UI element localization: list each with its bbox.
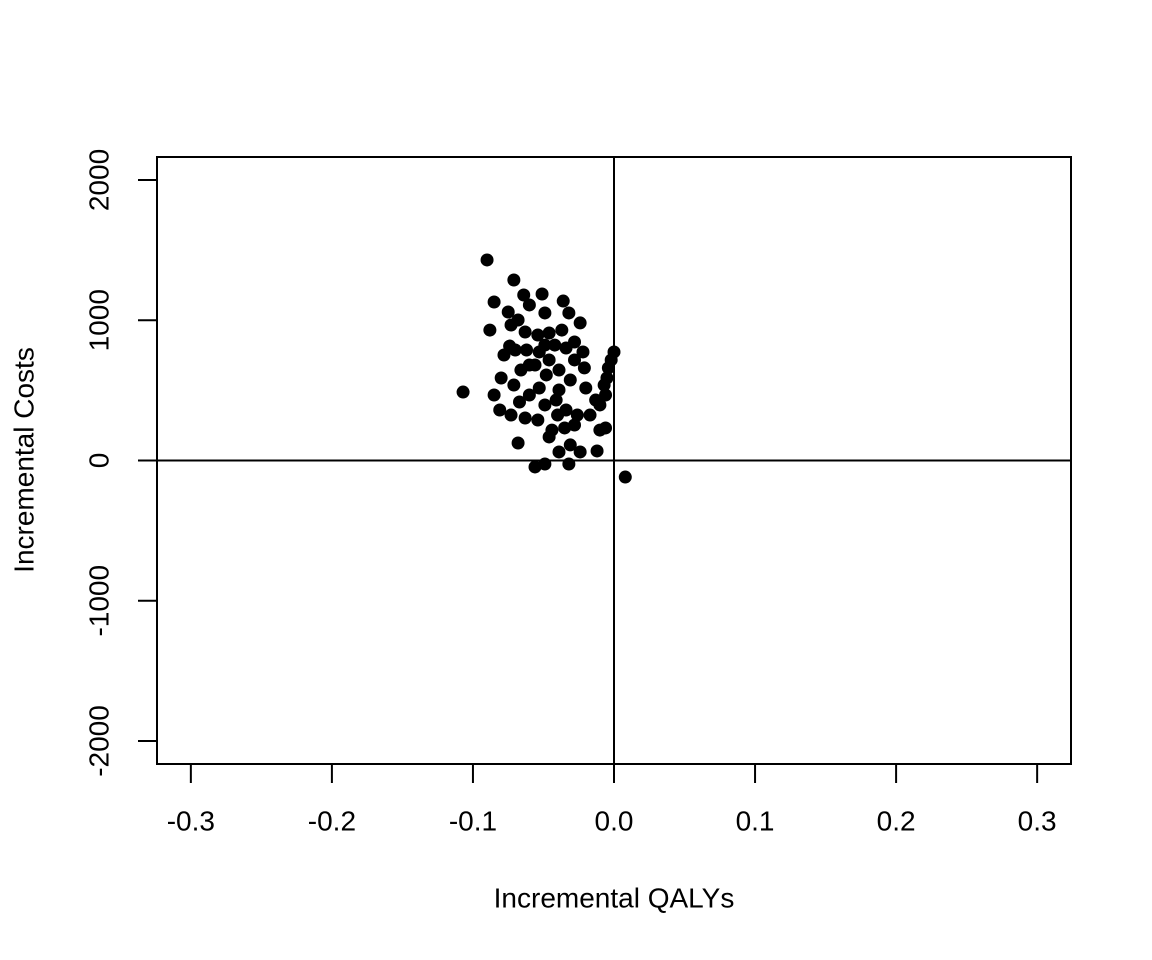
x-axis-label: Incremental QALYs — [494, 882, 735, 913]
point — [538, 306, 552, 320]
point — [538, 338, 552, 352]
point — [542, 353, 556, 367]
point — [593, 423, 607, 437]
point — [593, 398, 607, 412]
point — [568, 353, 582, 367]
point — [512, 395, 526, 409]
y-tick-label: 1000 — [83, 289, 114, 351]
point — [538, 398, 552, 412]
point — [539, 368, 553, 382]
point — [480, 253, 494, 267]
point — [522, 388, 536, 402]
point — [583, 408, 597, 422]
x-tick-label: 0.2 — [877, 805, 916, 836]
x-tick-label: 0.1 — [736, 805, 775, 836]
point — [559, 341, 573, 355]
point — [507, 273, 521, 287]
point — [551, 408, 565, 422]
point — [483, 323, 497, 337]
y-tick-label: -2000 — [83, 705, 114, 777]
point — [504, 318, 518, 332]
point — [552, 383, 566, 397]
point — [562, 306, 576, 320]
x-tick-label: 0.3 — [1018, 805, 1057, 836]
point — [597, 378, 611, 392]
y-tick-label: -1000 — [83, 565, 114, 637]
point — [493, 403, 507, 417]
point — [501, 305, 515, 319]
point — [494, 371, 508, 385]
point — [511, 436, 525, 450]
point — [528, 460, 542, 474]
x-tick-label: -0.3 — [167, 805, 215, 836]
point — [549, 393, 563, 407]
point — [558, 421, 572, 435]
point — [590, 444, 604, 458]
point — [497, 348, 511, 362]
point — [531, 413, 545, 427]
point — [538, 457, 552, 471]
y-tick-label: 0 — [83, 453, 114, 469]
x-tick-label: -0.1 — [449, 805, 497, 836]
point — [507, 378, 521, 392]
point — [542, 430, 556, 444]
point — [522, 298, 536, 312]
point — [535, 287, 549, 301]
point — [542, 326, 556, 340]
point — [562, 457, 576, 471]
point — [531, 328, 545, 342]
x-tick-label: -0.2 — [308, 805, 356, 836]
point — [573, 316, 587, 330]
point — [556, 294, 570, 308]
point — [552, 363, 566, 377]
point — [577, 361, 591, 375]
point — [563, 373, 577, 387]
y-tick-label: 2000 — [83, 149, 114, 211]
point — [548, 338, 562, 352]
point — [563, 438, 577, 452]
point — [504, 408, 518, 422]
x-tick-label: 0.0 — [595, 805, 634, 836]
point — [599, 388, 613, 402]
point — [618, 470, 632, 484]
point — [522, 358, 536, 372]
point — [573, 445, 587, 459]
point — [518, 411, 532, 425]
point — [520, 343, 534, 357]
point — [568, 418, 582, 432]
point — [576, 345, 590, 359]
point — [570, 408, 584, 422]
point — [579, 381, 593, 395]
point — [601, 361, 615, 375]
point — [487, 295, 501, 309]
point — [456, 385, 470, 399]
point — [532, 381, 546, 395]
point — [518, 325, 532, 339]
point — [552, 445, 566, 459]
point — [508, 343, 522, 357]
y-axis-label: Incremental Costs — [8, 347, 39, 573]
point — [555, 323, 569, 337]
point — [487, 388, 501, 402]
point — [517, 288, 531, 302]
